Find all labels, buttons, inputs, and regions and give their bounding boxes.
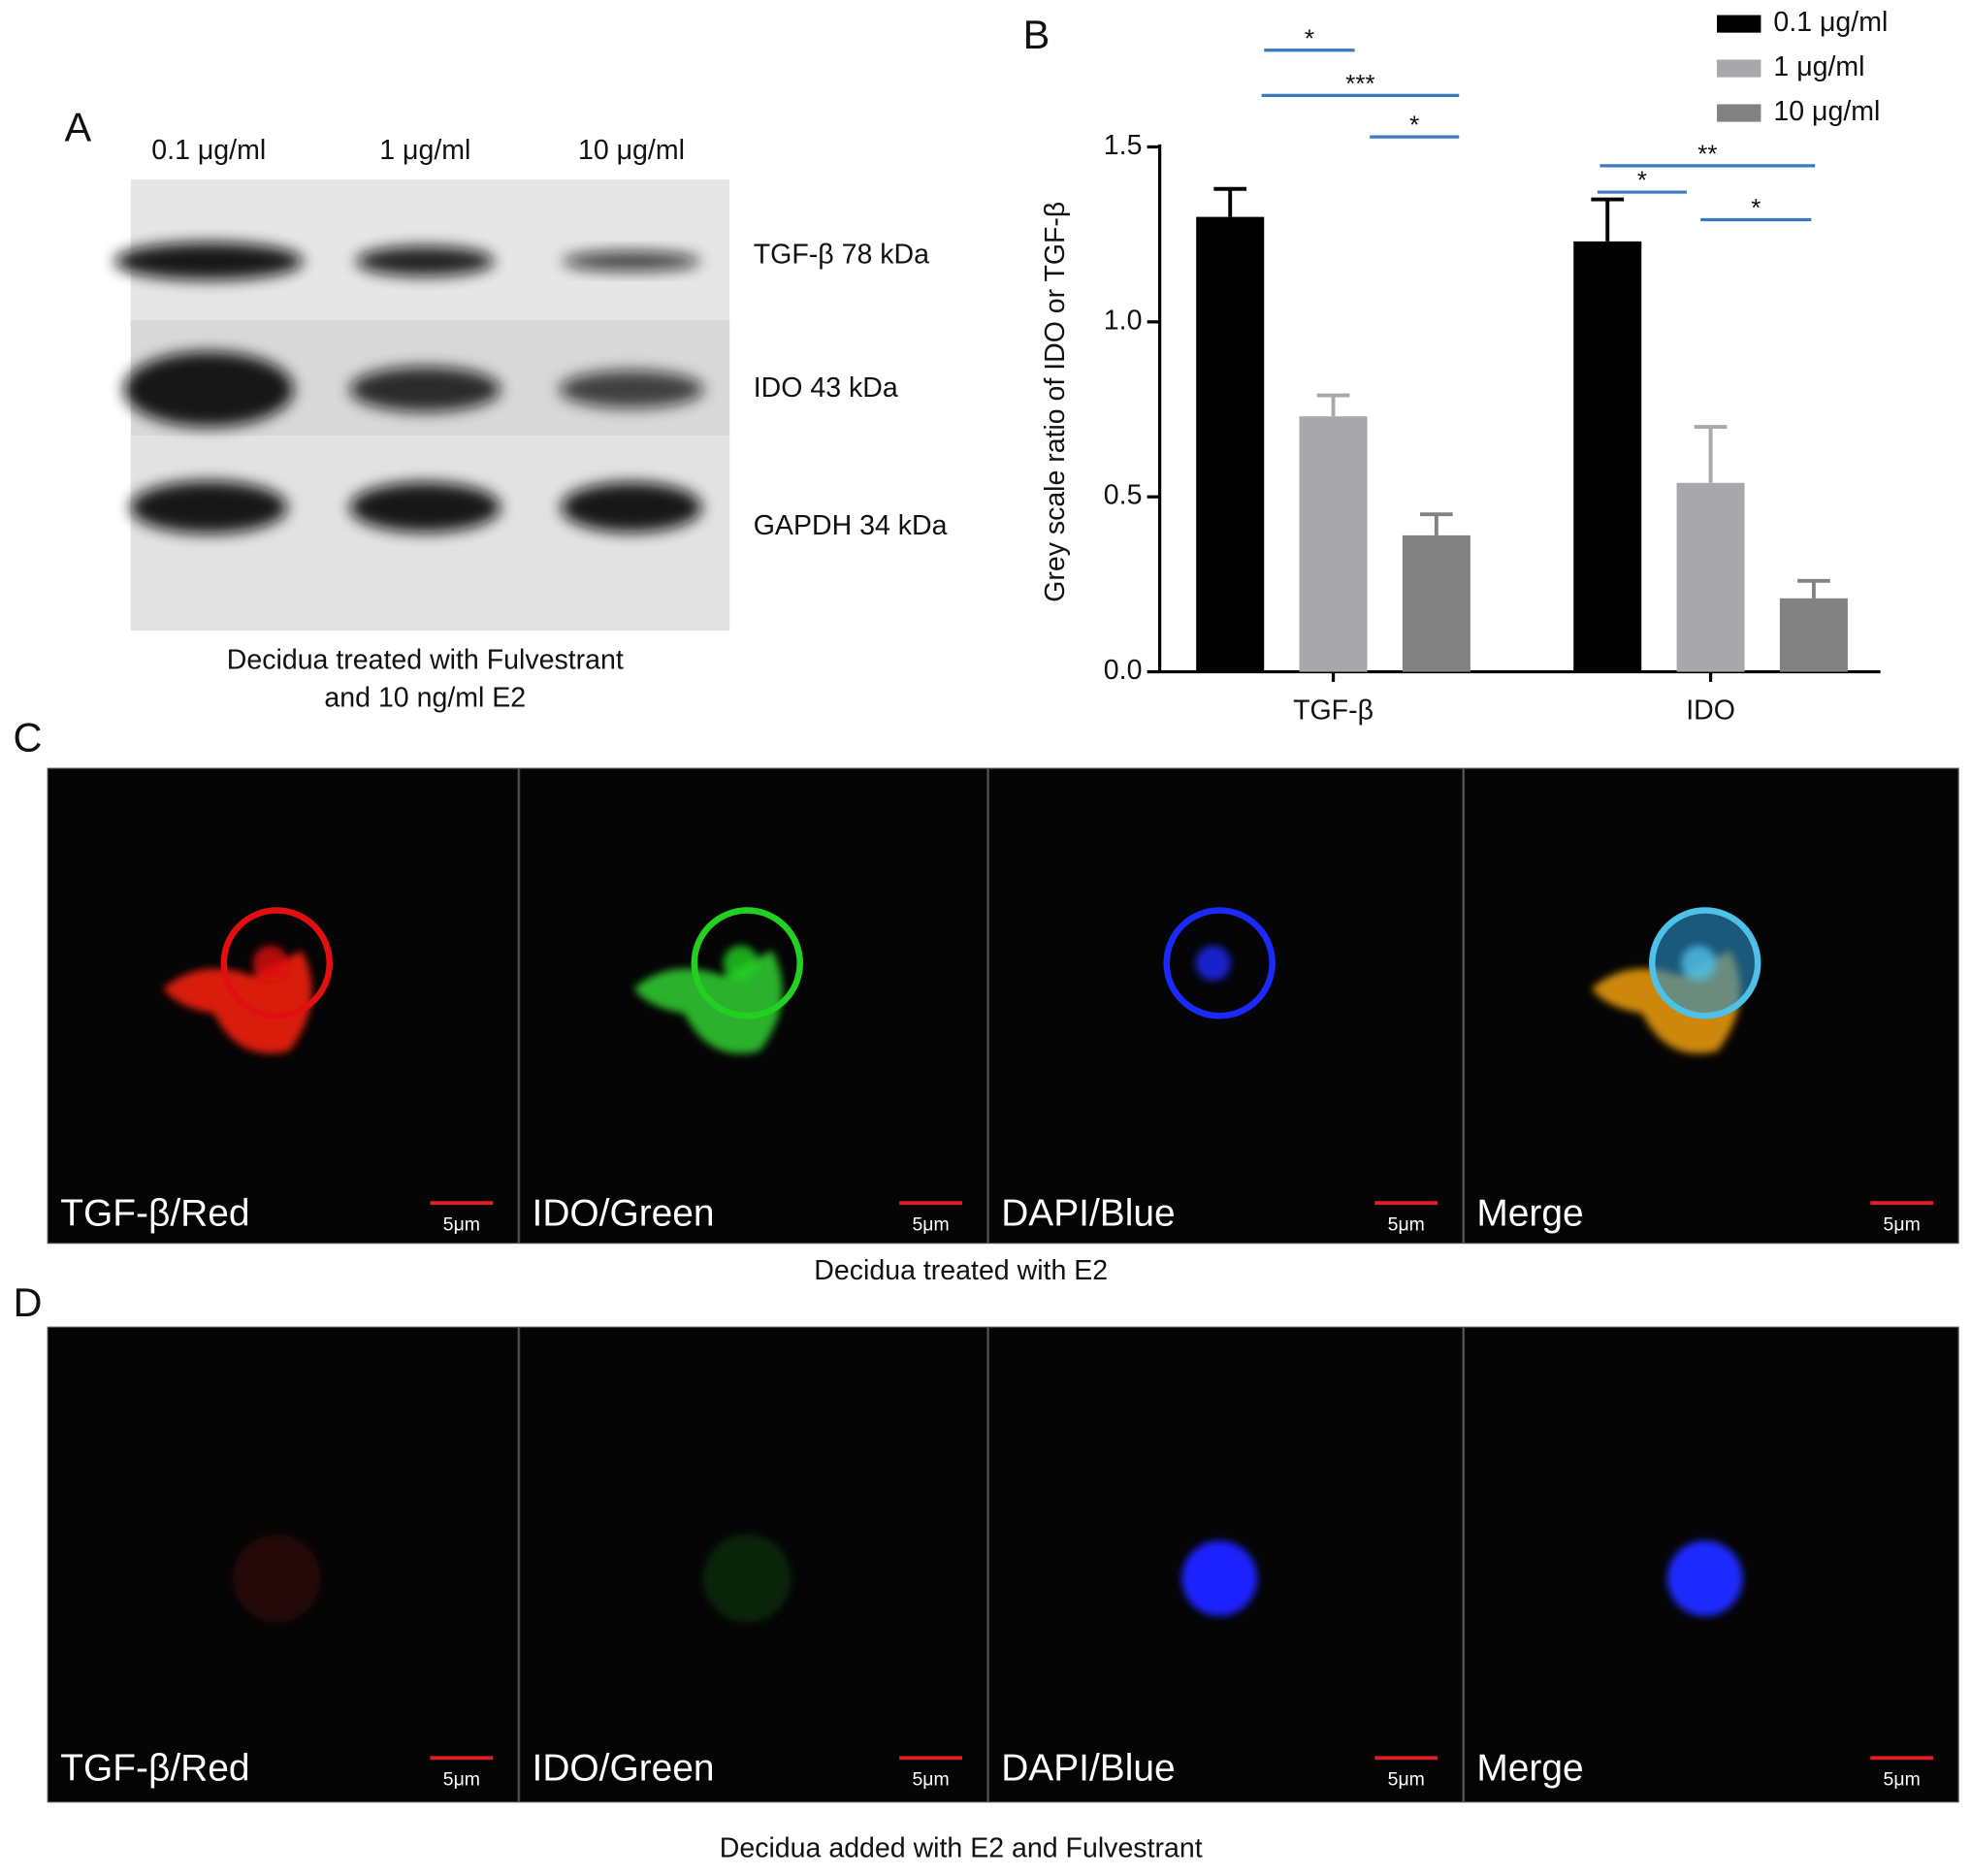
cell (1666, 1540, 1743, 1617)
panel-caption: Decidua treated with E2 (814, 1255, 1108, 1286)
x-tick-label: TGF-β (1293, 695, 1373, 727)
channel-label: IDO/Green (533, 1748, 715, 1790)
legend-label: 0.1 μg/ml (1773, 7, 1888, 38)
scale-label: 5μm (1884, 1214, 1921, 1236)
bar (1676, 482, 1745, 672)
significance-label: * (1409, 113, 1419, 140)
blot-band (130, 480, 288, 534)
x-tick-label: IDO (1686, 695, 1735, 727)
scale-label: 5μm (912, 1214, 949, 1236)
bar (1779, 598, 1848, 672)
lane-label: 1 μg/ml (379, 135, 470, 166)
error-bar (1316, 393, 1350, 417)
channel-label: DAPI/Blue (1001, 1748, 1175, 1790)
channel-label: Merge (1476, 1748, 1583, 1790)
cell (1181, 1540, 1258, 1617)
micrograph: Merge 5μm (1463, 767, 1959, 1245)
panel-caption: and 10 ng/ml E2 (324, 683, 526, 714)
micrograph: TGF-β/Red 5μm (47, 767, 519, 1245)
micrograph-background (987, 767, 1464, 1245)
y-tick-label: 1.5 (1104, 130, 1143, 161)
scale-label: 5μm (912, 1769, 949, 1791)
y-tick-label: 0.5 (1104, 480, 1143, 511)
cell (702, 1534, 792, 1623)
legend-swatch (1717, 59, 1761, 78)
lane-label: 10 μg/ml (578, 135, 685, 166)
micrograph: DAPI/Blue 5μm (987, 1326, 1464, 1803)
bar (1196, 216, 1265, 672)
panel-caption: Decidua added with E2 and Fulvestrant (720, 1832, 1203, 1863)
cell-nucleus-ring (691, 907, 803, 1019)
significance-label: ** (1697, 141, 1717, 168)
scale-label: 5μm (1388, 1214, 1425, 1236)
panel-letter: A (65, 105, 92, 150)
panel-letter: D (14, 1279, 43, 1325)
blot-band (349, 482, 501, 533)
blot-strip (130, 436, 730, 631)
blot-band (123, 351, 294, 428)
band-label: GAPDH 34 kDa (754, 510, 948, 541)
micrograph: Merge 5μm (1463, 1326, 1959, 1803)
micrograph: IDO/Green 5μm (518, 1326, 988, 1803)
scale-label: 5μm (443, 1769, 480, 1791)
blot-band (349, 366, 501, 412)
blot-band (114, 242, 304, 280)
significance-label: * (1305, 25, 1314, 52)
panel-caption: Decidua treated with Fulvestrant (227, 645, 624, 676)
channel-label: DAPI/Blue (1001, 1192, 1175, 1234)
cell-nucleus (723, 945, 759, 982)
bar (1402, 534, 1470, 672)
blot-band (559, 370, 704, 408)
panel-letter: B (1023, 12, 1050, 57)
bar (1573, 241, 1642, 672)
panel-letter: C (14, 715, 43, 760)
channel-label: TGF-β/Red (60, 1192, 249, 1234)
micrograph: DAPI/Blue 5μm (987, 767, 1464, 1245)
scale-label: 5μm (1884, 1769, 1921, 1791)
y-tick-label: 0.0 (1104, 655, 1143, 686)
micrograph: IDO/Green 5μm (518, 767, 988, 1245)
cell-nucleus (1681, 945, 1717, 982)
cell-nucleus (1195, 945, 1231, 982)
blot-band (561, 482, 702, 533)
significance-label: *** (1345, 71, 1374, 98)
legend-label: 10 μg/ml (1773, 96, 1880, 127)
significance-label: * (1751, 195, 1761, 222)
significance-label: * (1637, 168, 1647, 195)
error-bar (1591, 197, 1625, 242)
channel-label: TGF-β/Red (60, 1748, 249, 1790)
y-axis-label: Grey scale ratio of IDO or TGF-β (1040, 202, 1071, 602)
channel-label: Merge (1476, 1192, 1583, 1234)
error-bar (1213, 186, 1247, 217)
band-label: IDO 43 kDa (754, 372, 898, 404)
error-bar (1420, 512, 1453, 535)
legend-swatch (1717, 15, 1761, 33)
channel-label: IDO/Green (533, 1192, 715, 1234)
blot-band (562, 250, 701, 272)
micrograph: TGF-β/Red 5μm (47, 1326, 519, 1803)
cell-nucleus-ring (1163, 907, 1276, 1019)
legend-label: 1 μg/ml (1773, 51, 1864, 82)
blot-band (355, 245, 495, 276)
cell (232, 1534, 321, 1623)
scale-label: 5μm (1388, 1769, 1425, 1791)
bar (1299, 416, 1368, 672)
scale-label: 5μm (443, 1214, 480, 1236)
y-tick-label: 1.0 (1104, 305, 1143, 336)
error-bar (1694, 425, 1728, 483)
cell-nucleus-ring (220, 907, 333, 1019)
band-label: TGF-β 78 kDa (754, 240, 929, 271)
error-bar (1797, 578, 1830, 598)
legend-swatch (1717, 104, 1761, 122)
cell-nucleus (252, 945, 288, 982)
lane-label: 0.1 μg/ml (151, 135, 266, 166)
